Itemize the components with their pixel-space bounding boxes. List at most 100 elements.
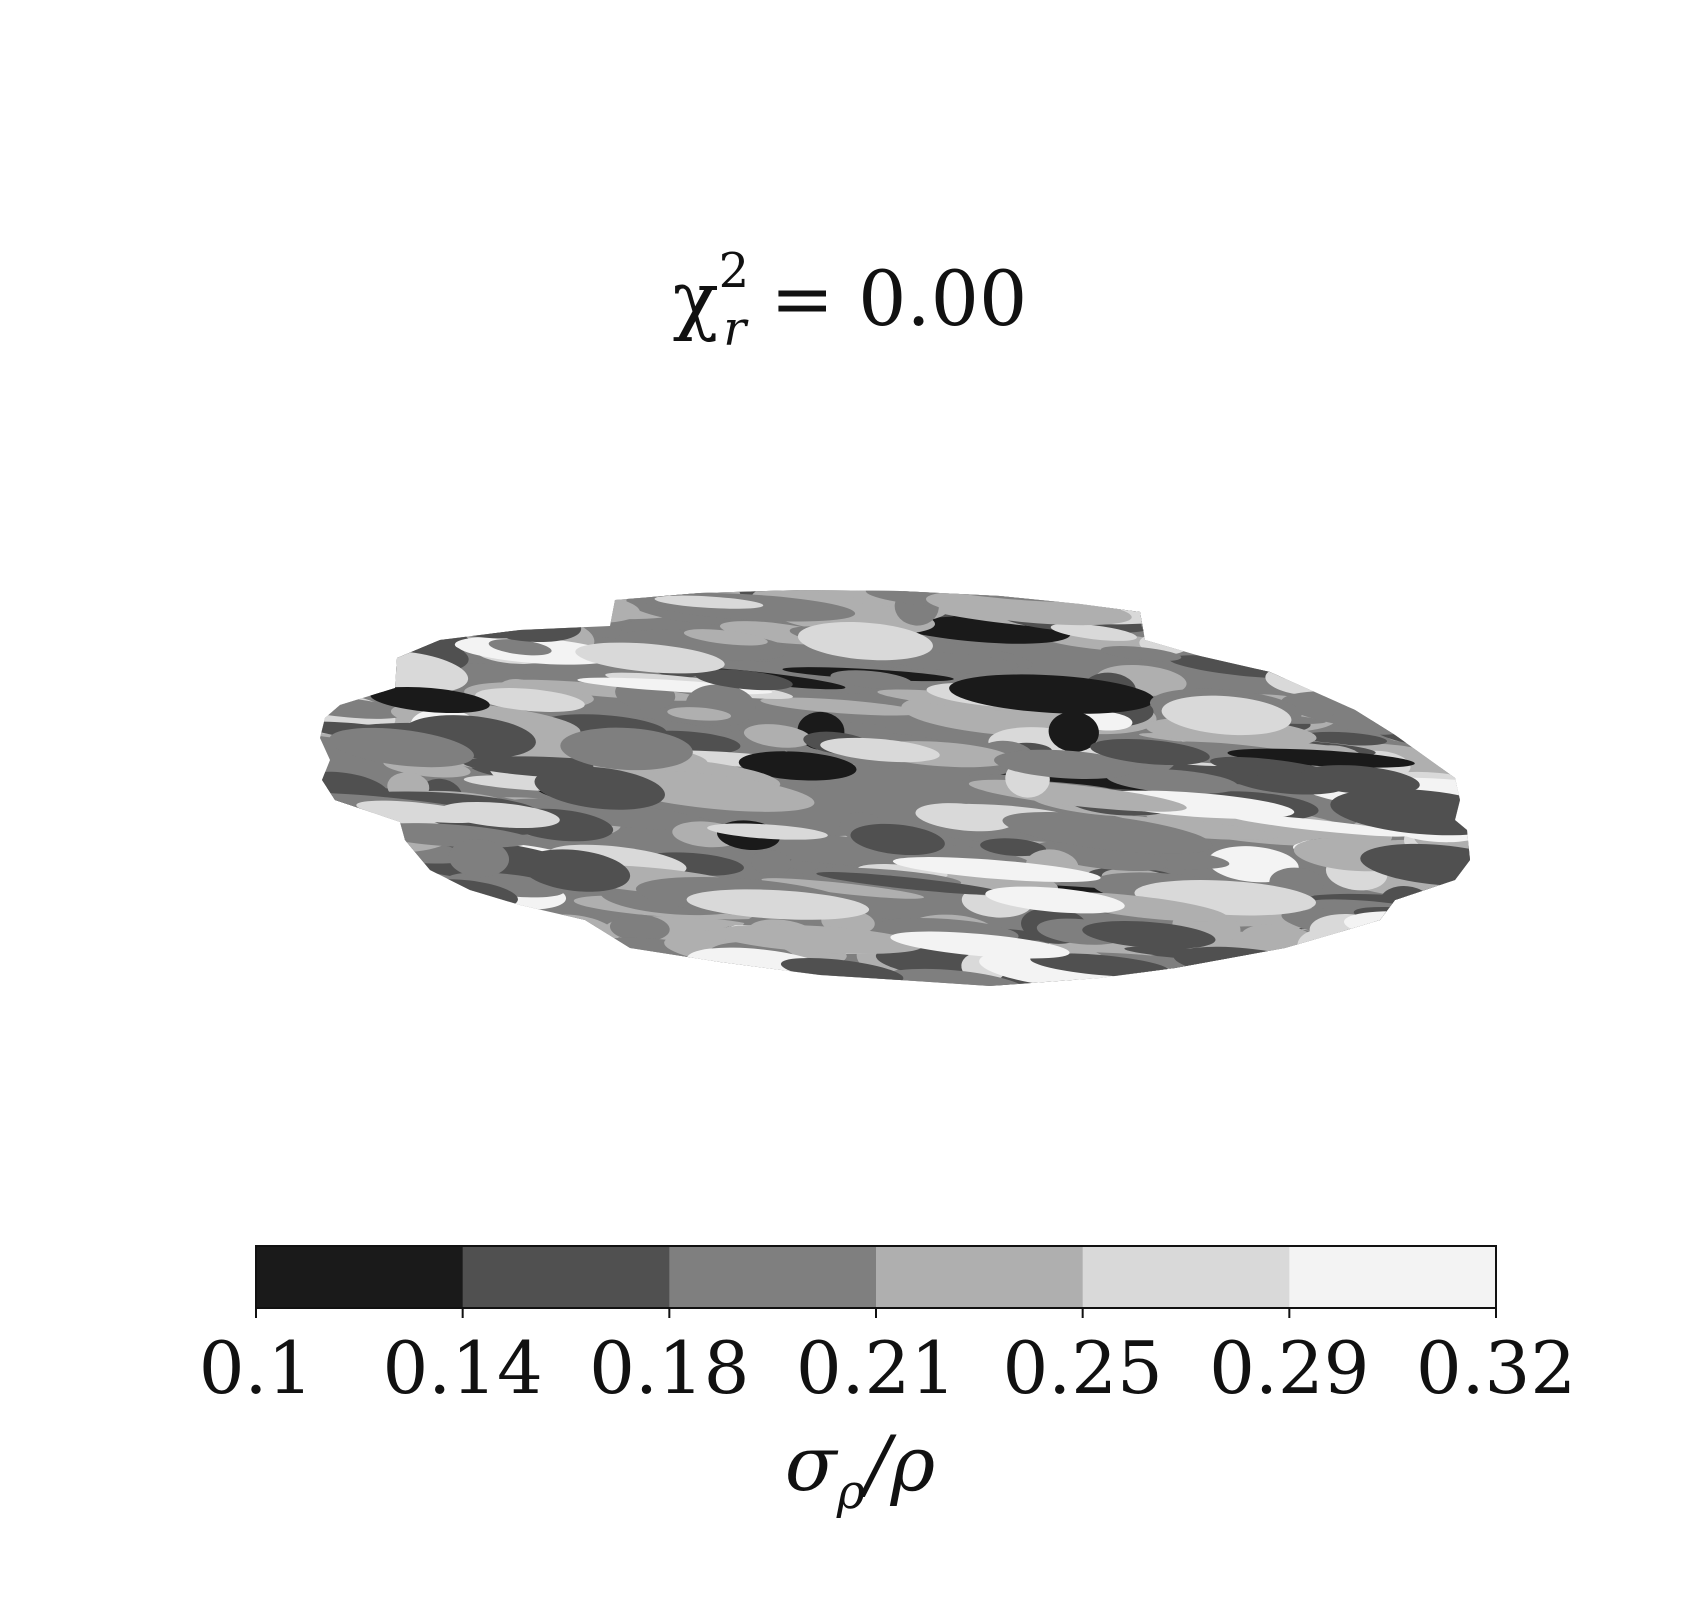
contour-patch: [328, 889, 397, 917]
contour-patch: [1431, 615, 1470, 652]
contour-patch: [985, 886, 1125, 914]
contour-patch: [1048, 711, 1099, 752]
contour-patch: [560, 727, 693, 771]
contour-patch: [1360, 843, 1470, 887]
colorbar-band: [1082, 1246, 1290, 1308]
contour-patch: [1294, 648, 1435, 672]
contour-patch: [714, 924, 923, 954]
contour-patch: [344, 598, 494, 636]
contour-patch: [320, 916, 527, 945]
contour-patch: [1030, 953, 1170, 977]
colorbar: [255, 1245, 1497, 1309]
contour-patch: [1304, 731, 1388, 746]
contour-patch: [1141, 605, 1202, 645]
contour-patch: [448, 839, 510, 878]
contour-patch: [320, 977, 463, 986]
contour-patch: [876, 968, 1031, 986]
contour-patch: [575, 642, 725, 674]
contour-patch: [534, 766, 665, 810]
contour-patch: [1115, 590, 1303, 619]
contour-patch: [1394, 590, 1470, 616]
contour-patch: [1090, 738, 1210, 766]
colorbar-tick-label: 0.21: [796, 1326, 956, 1410]
contour-patch: [1039, 842, 1171, 872]
colorbar-tick-label: 0.18: [589, 1326, 749, 1410]
chart-title: χ2 r = 0.00: [673, 243, 1028, 357]
contour-patch: [751, 850, 792, 876]
contour-patch: [915, 803, 1015, 832]
contour-patch: [1227, 814, 1411, 837]
contour-patch: [1361, 958, 1438, 979]
title-superscript: 2: [719, 243, 750, 299]
contour-patch: [1148, 590, 1217, 620]
label-subscript: ρ: [836, 1464, 865, 1520]
contour-patch: [1390, 642, 1432, 665]
colorbar-band: [462, 1246, 670, 1308]
contour-patch: [1277, 962, 1470, 986]
contour-patch: [760, 697, 921, 716]
contour-patch: [1106, 768, 1239, 794]
colorbar-tick-label: 0.32: [1416, 1326, 1576, 1410]
contour-patch: [1310, 591, 1470, 633]
contour-patch: [1387, 639, 1470, 675]
contour-patch: [890, 931, 1070, 959]
contour-patch: [692, 973, 773, 986]
contour-patch: [320, 695, 406, 719]
contour-patch: [374, 920, 478, 941]
colorbar-tick-label: 0.14: [383, 1326, 543, 1410]
contour-patch: [366, 931, 409, 952]
contour-patch: [654, 595, 764, 609]
contour-patch: [329, 727, 474, 768]
contour-patch: [850, 823, 945, 856]
contour-patch: [440, 801, 560, 829]
contour-patch: [949, 674, 1155, 714]
contour-patch: [1221, 590, 1369, 606]
contour-patch: [1329, 629, 1404, 645]
contour-patch: [524, 958, 591, 986]
contour-patch: [738, 751, 857, 781]
contour-patch: [994, 749, 1136, 779]
contour-patch: [600, 770, 815, 812]
colorbar-band: [669, 1246, 877, 1308]
contour-patch: [336, 900, 403, 912]
contour-patch: [333, 883, 396, 919]
colorbar-band: [876, 1246, 1084, 1308]
contour-patch: [1277, 664, 1350, 678]
contour-patch: [761, 878, 924, 899]
contour-patch: [1152, 597, 1299, 617]
contour-patch: [1180, 590, 1245, 616]
contour-patch: [1287, 590, 1470, 609]
contour-patch: [797, 621, 933, 661]
contour-patch: [342, 651, 396, 677]
contour-patch: [667, 707, 732, 721]
contour-patch: [521, 849, 631, 892]
contour-patch: [436, 924, 604, 963]
colorbar-band: [1289, 1246, 1497, 1308]
contour-patch: [1227, 748, 1415, 768]
contour-patch: [743, 724, 812, 748]
contour-patch: [816, 872, 1005, 895]
contour-patch: [820, 737, 940, 763]
colorbar-tick-label: 0.1: [199, 1326, 314, 1410]
contour-patch: [1258, 960, 1393, 986]
contour-patch: [1252, 963, 1337, 986]
contour-patch: [369, 920, 539, 951]
contour-patch: [1124, 946, 1267, 962]
contour-patch: [830, 670, 913, 690]
contour-patch: [350, 891, 468, 928]
contour-patch: [1161, 695, 1292, 736]
contour-patch: [1249, 640, 1323, 670]
contour-patch: [450, 916, 521, 928]
contour-patch: [1144, 600, 1234, 631]
contour-patch: [320, 868, 457, 895]
title-subscript: r: [723, 301, 749, 357]
contour-patch: [1177, 606, 1389, 652]
contour-patch: [370, 686, 490, 714]
contour-patch: [892, 857, 1101, 883]
contour-patch: [1002, 812, 1213, 854]
contour-patch: [1392, 616, 1470, 644]
title-value: = 0.00: [746, 254, 1027, 343]
contour-patch: [1267, 590, 1421, 615]
contour-patch: [432, 590, 640, 624]
